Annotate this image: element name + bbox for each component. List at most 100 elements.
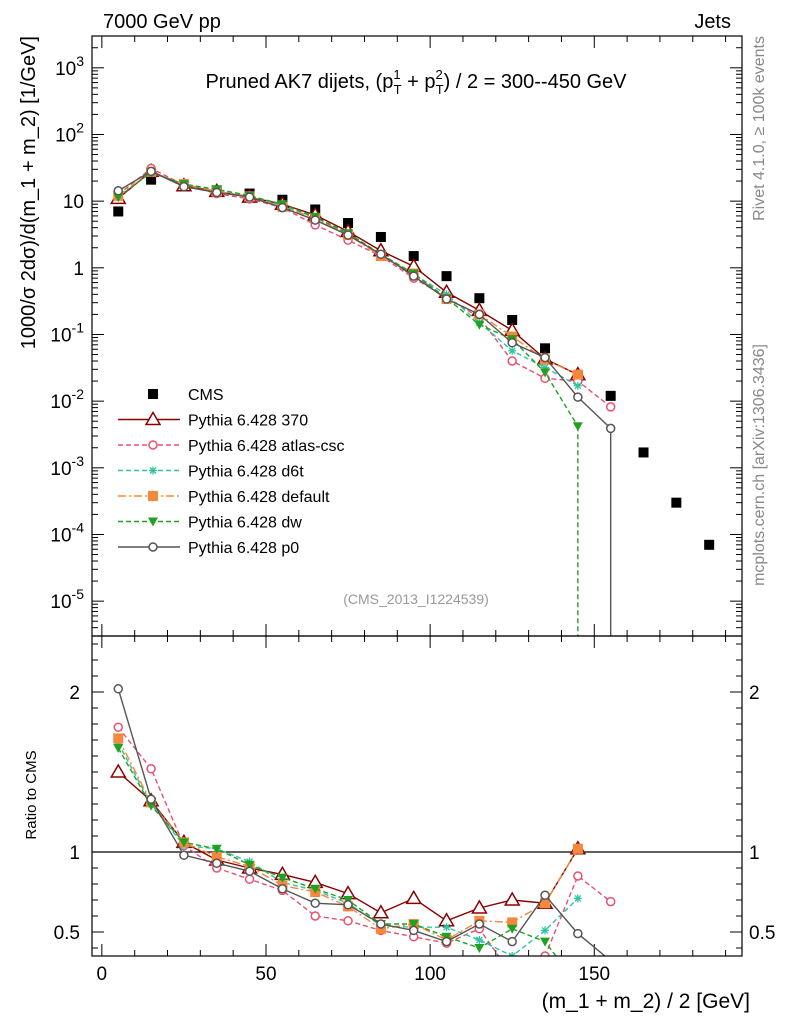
legend-item: Pythia 6.428 default <box>118 489 330 506</box>
legend-item: Pythia 6.428 d6t <box>118 464 304 481</box>
series-pythia-6-428-atlas-csc <box>113 163 616 412</box>
ratio-line <box>117 747 557 956</box>
y-tick-label-right: 1 <box>749 843 760 864</box>
legend-marker <box>148 491 158 501</box>
data-point <box>146 174 157 185</box>
ratio-series <box>109 684 616 979</box>
data-point <box>441 294 452 304</box>
asterisk-stroke <box>149 467 157 474</box>
data-point <box>638 447 649 458</box>
data-point <box>540 352 550 363</box>
ratio-point <box>244 860 255 870</box>
legend-label: Pythia 6.428 default <box>188 489 330 506</box>
ratio-point <box>540 898 551 909</box>
legend-marker <box>149 466 157 475</box>
ratio-point <box>179 850 189 860</box>
ratio-point <box>178 838 189 848</box>
rivet-label: Rivet 4.1.0, ≥ 100k events <box>751 36 768 221</box>
ratio-pythia-6-428-p0 <box>113 684 606 956</box>
legend-marker <box>148 389 158 399</box>
y-tick-label: 10-3 <box>50 453 84 480</box>
ratio-ticks: 0.5 0.5 1 1 2 2 0 50 100 150 <box>54 636 775 985</box>
ratio-point <box>507 936 517 947</box>
ratio-point <box>113 722 124 732</box>
data-point <box>605 423 616 434</box>
data-point <box>474 293 485 304</box>
asterisk-stroke <box>508 952 514 956</box>
x-tick-label: 0 <box>97 964 108 985</box>
y-tick-label-right: 0.5 <box>749 923 775 944</box>
data-point <box>343 218 354 229</box>
y-tick-label: 0.5 <box>54 923 80 944</box>
legend-label: CMS <box>188 387 224 404</box>
ratio-point <box>343 916 353 926</box>
legend-marker <box>148 542 158 552</box>
y-tick-label-right: 2 <box>749 683 760 704</box>
legend-marker <box>148 440 158 450</box>
data-point <box>408 271 419 281</box>
y-tick-label: 10-1 <box>50 319 84 346</box>
ratio-point <box>508 952 517 956</box>
ratio-point <box>573 894 582 903</box>
data-point <box>474 320 485 330</box>
data-point <box>507 314 518 325</box>
ratio-line <box>117 688 606 956</box>
ratio-point <box>146 794 156 804</box>
asterisk-stroke <box>511 952 516 956</box>
ratio-point <box>372 904 390 919</box>
ratio-point <box>310 911 320 921</box>
data-point <box>310 215 320 225</box>
ratio-point <box>573 871 583 881</box>
legend-label: Pythia 6.428 d6t <box>188 464 304 481</box>
data-point <box>277 202 288 213</box>
ratio-point <box>442 923 451 932</box>
legend-label: Pythia 6.428 dw <box>188 515 302 532</box>
ratio-point <box>146 764 156 774</box>
ratio-line <box>117 726 612 956</box>
x-tick-label: 100 <box>414 964 446 985</box>
data-point <box>343 230 353 240</box>
asterisk-stroke <box>541 926 549 934</box>
data-point <box>113 186 124 196</box>
ratio-point <box>508 971 516 979</box>
ratio-point <box>573 928 583 939</box>
y-tick-label: 1 <box>73 259 84 280</box>
ratio-point <box>405 889 423 905</box>
ratio-point <box>540 951 550 956</box>
ratio-point <box>244 866 255 876</box>
ratio-point <box>211 858 222 868</box>
ratio-point <box>503 891 521 906</box>
jets-label: Jets <box>694 11 731 33</box>
legend-label: Pythia 6.428 p0 <box>188 540 299 557</box>
data-point <box>244 192 255 202</box>
main-y-label: 1000/σ 2dσ)/d(m_1 + m_2) [1/GeV] <box>18 36 40 349</box>
asterisk-stroke <box>443 923 451 931</box>
mcplots-label: mcplots.cern.ch [arXiv:1306.3436] <box>751 344 768 586</box>
legend-marker <box>144 411 162 426</box>
chart-title: Pruned AK7 dijets, (p1 T + p2 T) / 2 = 300… <box>205 67 627 97</box>
data-point <box>474 309 485 320</box>
data-point <box>605 390 616 401</box>
legend-marker <box>148 517 158 527</box>
series-line <box>117 171 579 376</box>
ratio-point <box>540 890 550 900</box>
y-tick-label: 103 <box>55 53 84 80</box>
y-tick-label: 10-2 <box>50 386 84 413</box>
x-axis-label: (m_1 + m_2) / 2 [GeV] <box>542 990 750 1013</box>
legend-item: Pythia 6.428 370 <box>118 411 308 430</box>
ratio-point <box>113 733 124 744</box>
data-point <box>376 249 386 259</box>
y-tick-label: 10 <box>63 192 84 213</box>
x-tick-label: 50 <box>255 964 276 985</box>
legend-label: Pythia 6.428 atlas-csc <box>188 438 345 455</box>
ratio-point <box>211 851 222 862</box>
data-point <box>146 166 156 177</box>
ratio-point <box>507 917 518 928</box>
data-point <box>573 381 582 390</box>
asterisk-stroke <box>475 936 483 944</box>
y-tick-label: 10-4 <box>50 519 84 546</box>
ratio-frame <box>91 635 743 957</box>
ratio-point <box>572 843 583 854</box>
